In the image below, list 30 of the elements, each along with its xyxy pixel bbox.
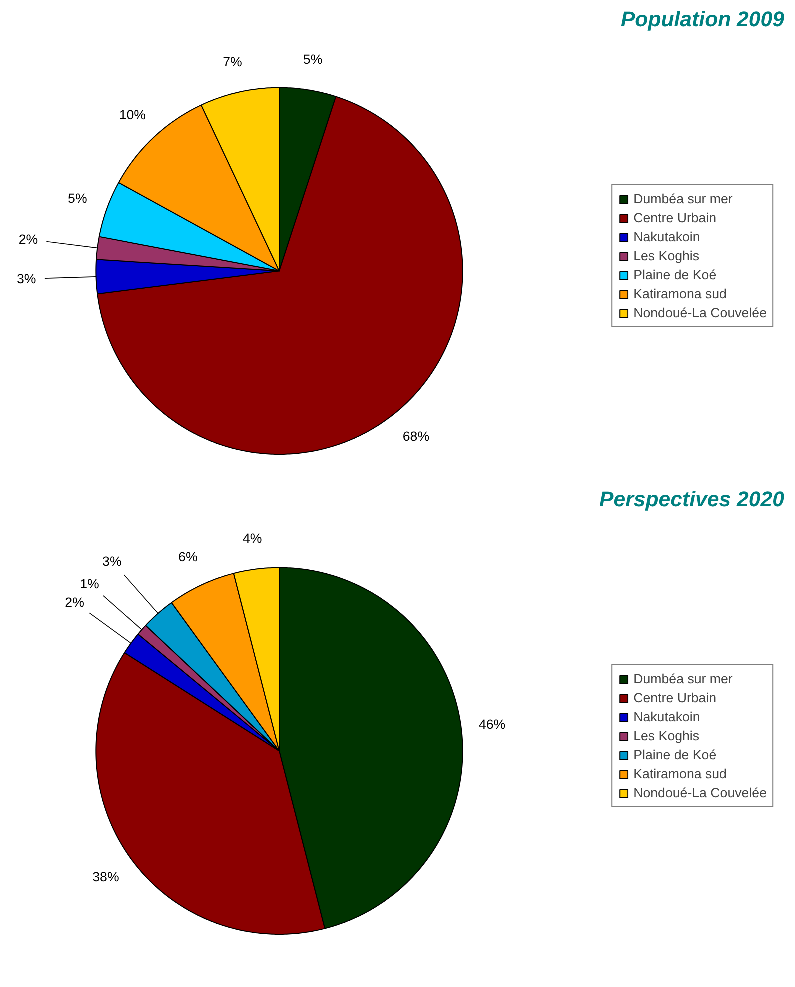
legend-label: Les Koghis — [634, 248, 700, 264]
data-label: 3% — [102, 554, 122, 569]
chart-title: Perspectives 2020 — [600, 488, 785, 512]
data-label: 1% — [80, 576, 100, 592]
legend-label: Katiramona sud — [634, 286, 727, 302]
data-label: 4% — [242, 530, 262, 546]
legend-label: Dumbéa sur mer — [634, 192, 733, 206]
data-label: 3% — [16, 272, 36, 287]
legend-label: Katiramona sud — [634, 766, 727, 782]
data-label: 7% — [223, 54, 242, 70]
legend-label: Nakutakoin — [634, 230, 700, 244]
legend-label: Nakutakoin — [634, 710, 700, 724]
data-label: 38% — [92, 870, 120, 885]
legend-label: Dumbéa sur mer — [634, 672, 733, 686]
legend-label: Les Koghis — [634, 728, 700, 744]
data-label: 5% — [303, 52, 323, 67]
data-label: 46% — [478, 716, 506, 732]
legend-label: Nondoué-La Couvelée — [634, 786, 767, 800]
legend-label: Plaine de Koé — [634, 268, 717, 282]
legend-label: Centre Urbain — [634, 210, 717, 226]
data-label: 6% — [178, 550, 198, 565]
legend-label: Centre Urbain — [634, 690, 717, 706]
chart-title: Population 2009 — [620, 8, 785, 32]
data-label: 68% — [402, 428, 430, 444]
data-label: 5% — [68, 191, 88, 206]
legend-label: Nondoué-La Couvelée — [634, 306, 767, 320]
data-label: 2% — [18, 232, 38, 247]
data-label: 10% — [119, 107, 146, 122]
data-label: 2% — [65, 594, 85, 610]
legend-label: Plaine de Koé — [634, 748, 717, 762]
